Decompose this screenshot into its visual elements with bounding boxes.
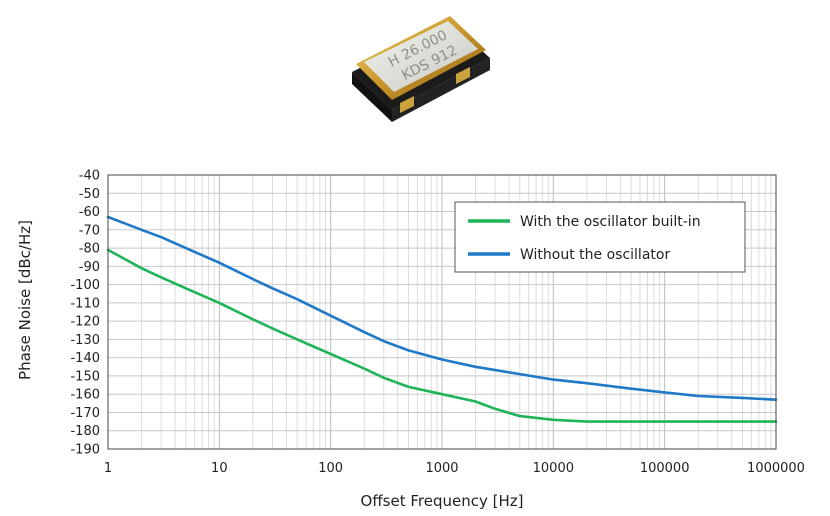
- series-line-with-oscillator: [106, 248, 778, 423]
- x-tick-label: 100: [318, 461, 343, 476]
- y-tick-label: -130: [70, 333, 100, 348]
- y-tick-label: -160: [70, 388, 100, 403]
- x-tick-label: 1000: [425, 461, 458, 476]
- y-tick-label: -100: [70, 278, 100, 293]
- plot-frame: [107, 174, 777, 450]
- x-tick-label: 10000: [533, 461, 574, 476]
- legend-label-without-oscillator: Without the oscillator: [520, 247, 670, 263]
- y-tick-label: -150: [70, 369, 100, 384]
- x-axis-ticks: 1 10 100 1000 10000 100000 1000000: [104, 461, 805, 476]
- y-tick-label: -80: [79, 242, 100, 257]
- y-tick-label: -40: [79, 169, 100, 184]
- x-tick-label: 1000000: [747, 461, 805, 476]
- y-tick-label: -60: [79, 205, 100, 220]
- y-tick-label: -120: [70, 315, 100, 330]
- y-tick-label: -170: [70, 406, 100, 421]
- y-tick-label: -180: [70, 424, 100, 439]
- x-tick-label: 10: [211, 461, 228, 476]
- y-tick-label: -110: [70, 296, 100, 311]
- y-tick-label: -90: [79, 260, 100, 275]
- x-tick-label: 1: [104, 461, 112, 476]
- y-tick-label: -70: [79, 223, 100, 238]
- crystal-oscillator-photo-icon: H 26.000 KDS 912: [352, 16, 490, 122]
- x-tick-label: 100000: [640, 461, 690, 476]
- legend-label-with-oscillator: With the oscillator built-in: [520, 214, 701, 230]
- legend-box: [454, 201, 746, 273]
- y-axis-ticks: -40 -50 -60 -70 -80 -90 -100 -110 -120 -130 -140 -1…: [70, 169, 100, 458]
- series-layer: [106, 215, 778, 423]
- y-tick-label: -140: [70, 351, 100, 366]
- legend: With the oscillator built-in Without the…: [454, 201, 746, 273]
- y-axis-title: Phase Noise [dBc/Hz]: [16, 220, 34, 380]
- y-tick-label: -190: [70, 443, 100, 458]
- x-axis-title: Offset Frequency [Hz]: [361, 492, 524, 510]
- y-tick-label: -50: [79, 187, 100, 202]
- series-line-without-oscillator: [106, 215, 778, 402]
